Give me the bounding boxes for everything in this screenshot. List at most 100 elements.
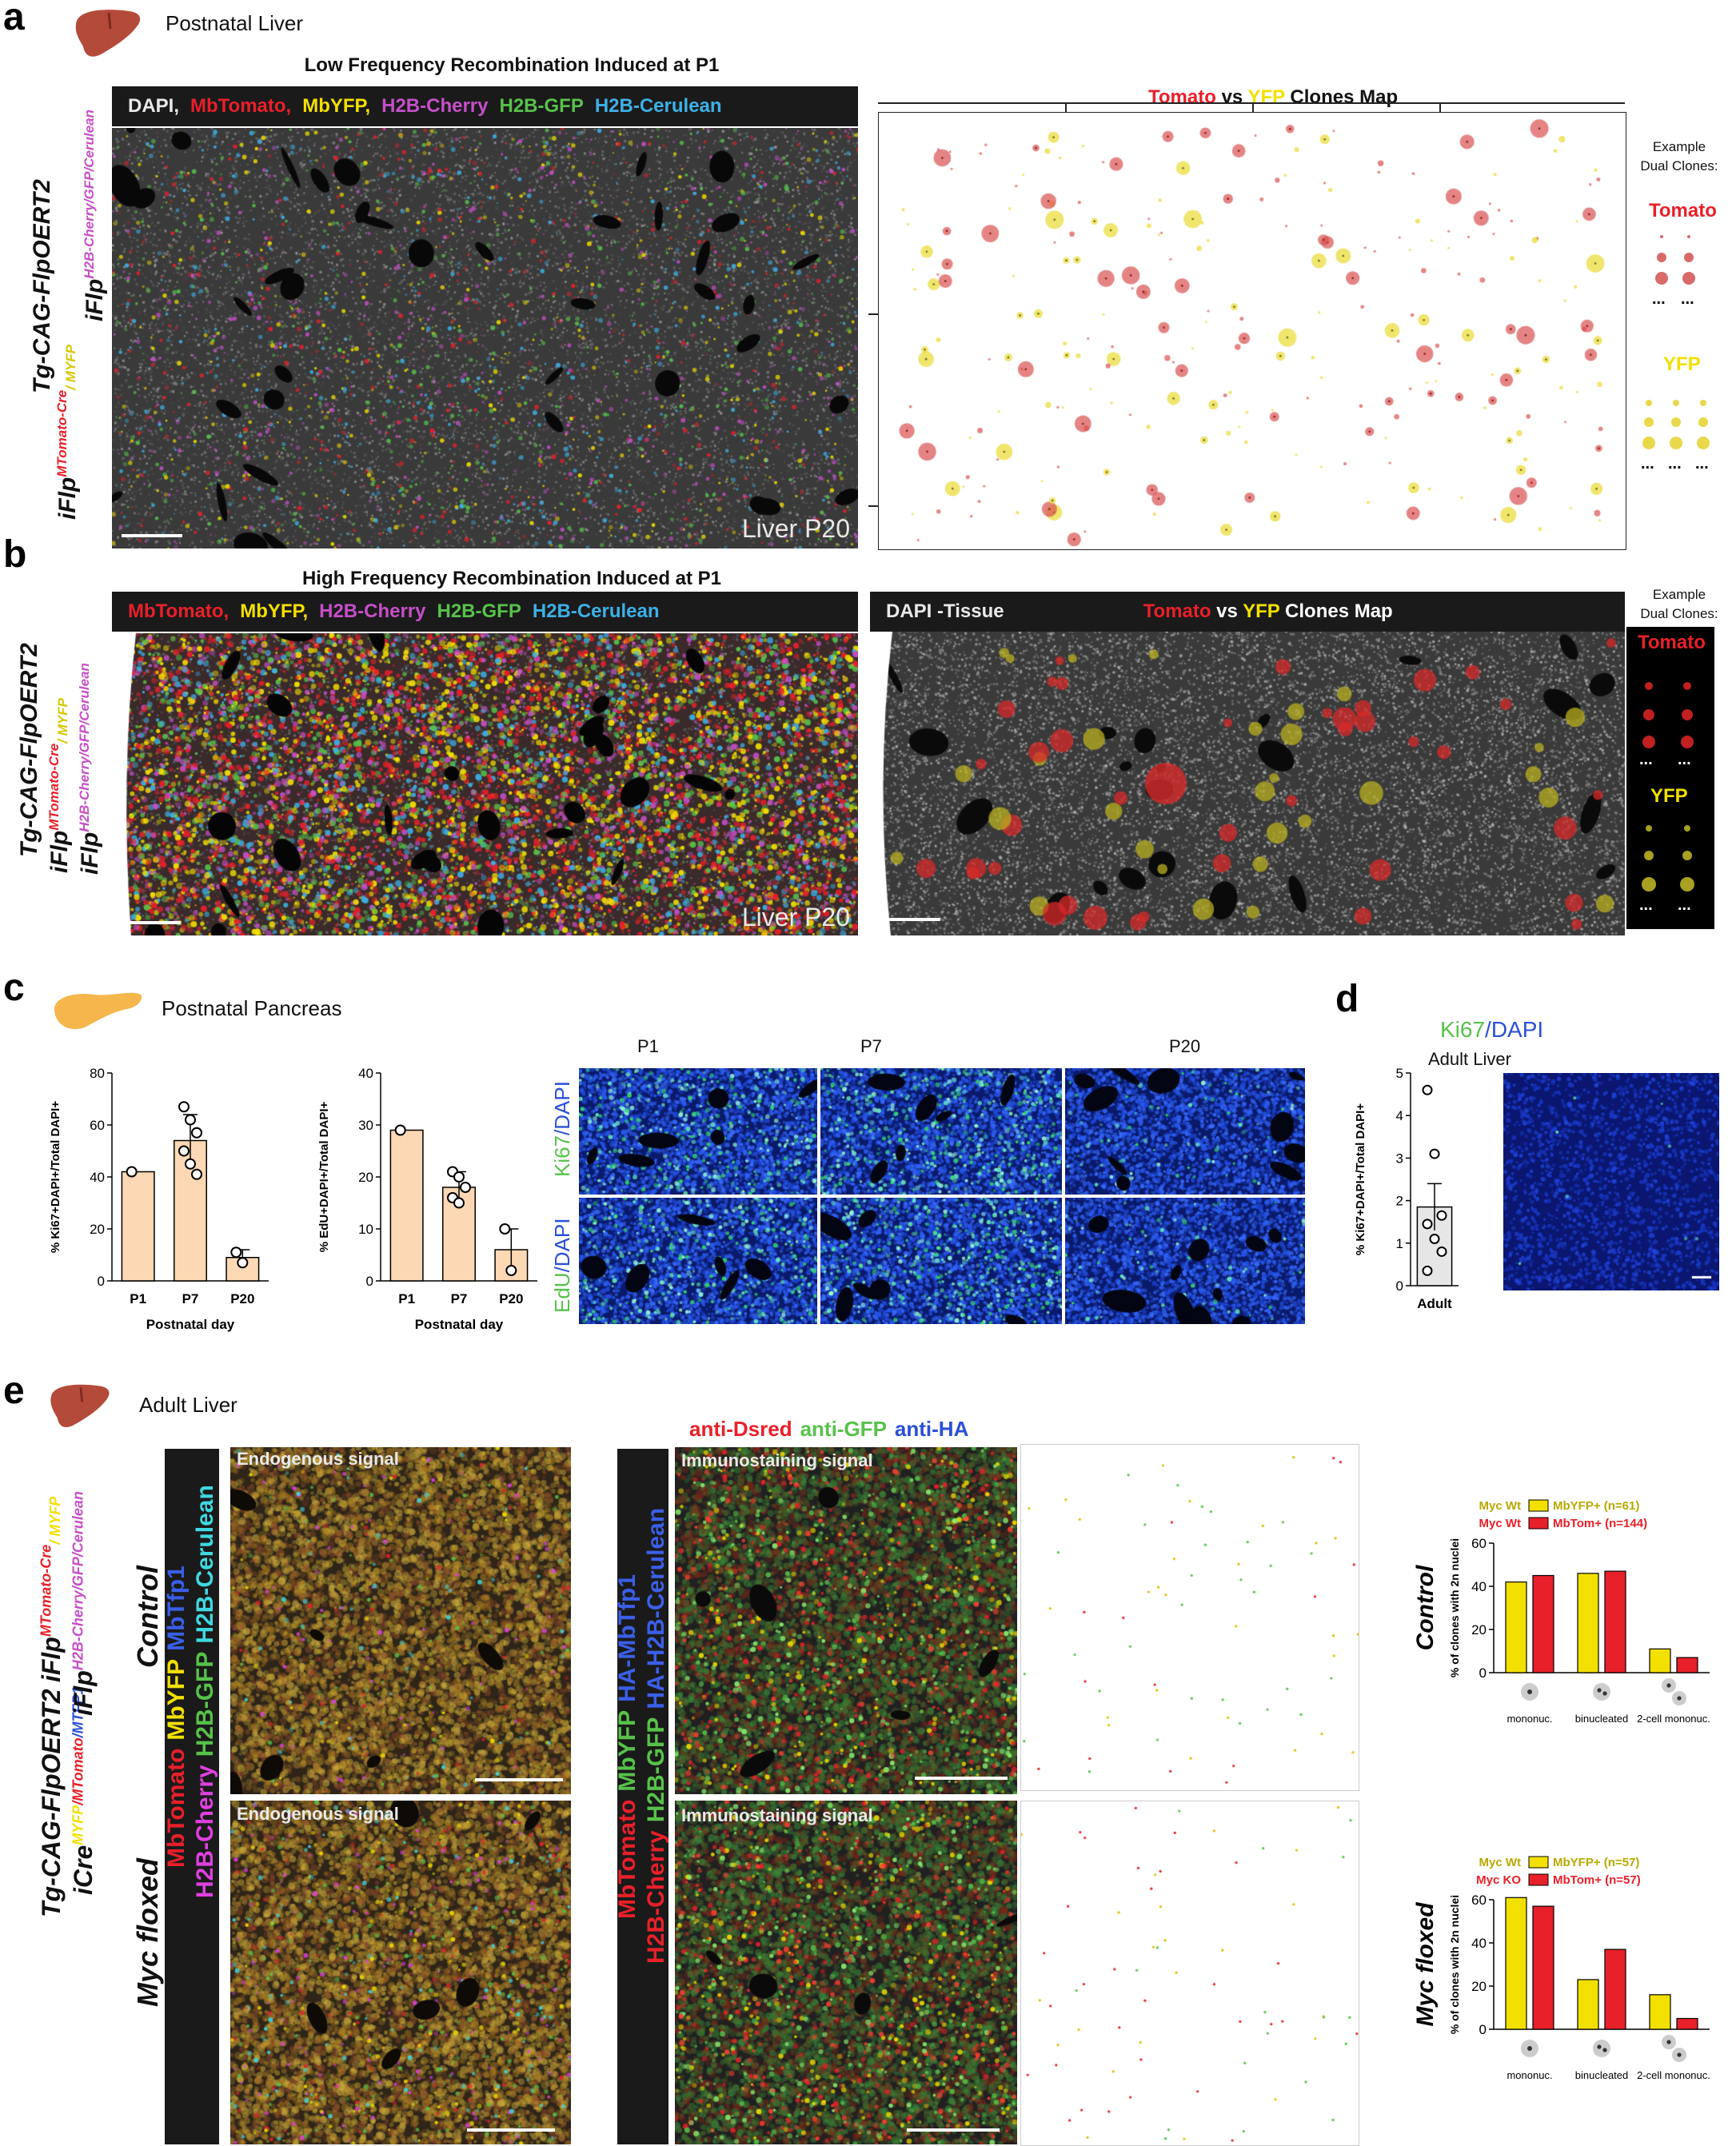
y-tick-label: 0 (1479, 1665, 1487, 1681)
endo-control-image: Endogenous signal (230, 1447, 571, 1794)
yfp-clone (1642, 877, 1656, 892)
y-tick-label: 4 (1396, 1108, 1403, 1123)
channel-label: H2B-Cerulean (192, 1485, 218, 1644)
immuno-myc-image: Immunostaining signal (675, 1801, 1017, 2144)
immuno-label-control: Immunostaining signal (681, 1450, 873, 1470)
nucleus-icon (1527, 1689, 1532, 1694)
tomato-clone (1655, 272, 1668, 285)
channel-label: MbYFP (614, 1709, 641, 1792)
y-axis-title: % Ki67+DAPI+/Total DAPI+ (1354, 1103, 1367, 1255)
channel-label: H2B-Cerulean (594, 95, 722, 117)
endo-label-myc: Endogenous signal (237, 1804, 399, 1824)
genotype-e-line1: Tg-CAG-FlpOERT2 (37, 1689, 66, 1917)
nucleus-icon (1602, 2048, 1607, 2052)
x-axis-title: Postnatal day (146, 1317, 235, 1332)
bar (1577, 1573, 1599, 1673)
panel-a-map-ticks (878, 102, 1625, 114)
micro-p7-edu (820, 1198, 1062, 1324)
legend-swatch (1528, 1517, 1549, 1530)
micro-p7-ki67 (820, 1068, 1062, 1195)
channel-label: MbYFP (163, 1658, 190, 1741)
chart-myc-binucleation: 0 20 40 60 % of clones with 2n nuclei Myc flo… (1412, 1856, 1710, 2081)
y-tick-label: 20 (1471, 1979, 1487, 1994)
y-tick-label: 10 (358, 1222, 373, 1237)
panel-d-letter: d (1335, 978, 1359, 1020)
nucleus-icon (1677, 1696, 1682, 1701)
tomato-clone (1643, 709, 1654, 720)
micro-row-edu: EdU/DAPI (550, 1218, 574, 1314)
panel-b-example-clones: ............ (1639, 682, 1694, 914)
data-point (178, 1101, 190, 1113)
channel-label: MbTomato, (128, 600, 229, 622)
row-label-myc-floxed: Myc floxed (131, 1857, 164, 2007)
y-tick-label: 60 (1471, 1536, 1487, 1551)
ellipsis: ... (1652, 290, 1666, 308)
yfp-clone (1670, 437, 1682, 449)
channel-label: H2B-Cherry (192, 1765, 218, 1898)
y-tick-label: 20 (90, 1222, 105, 1237)
legend-swatch (1528, 1873, 1549, 1886)
immuno-header: anti-Dsred anti-GFP anti-HA (689, 1417, 976, 1442)
nucleus-icon (1677, 2052, 1682, 2057)
data-point (1436, 1246, 1447, 1257)
x-tick-label: 2-cell mononuc. (1637, 2069, 1710, 2081)
data-point (230, 1247, 242, 1258)
legend-label: MbTom+ (n=57) (1553, 1873, 1641, 1887)
chart-title: Control (1412, 1565, 1439, 1650)
micro-col-p1: P1 (637, 1036, 659, 1056)
data-point (178, 1145, 190, 1157)
ellipsis: ... (1668, 455, 1682, 473)
bar (1604, 1570, 1626, 1673)
y-tick-label: 1 (1396, 1236, 1403, 1251)
bar (1649, 1994, 1671, 2030)
organ-title-e: Adult Liver (139, 1393, 237, 1417)
y-tick-label: 40 (1471, 1936, 1487, 1951)
y-tick-label: 2 (1396, 1194, 1403, 1209)
channel-label: MbTfp1 (163, 1566, 190, 1651)
cell-icon (1593, 1683, 1610, 1701)
legend-label: MbYFP+ (n=61) (1553, 1499, 1639, 1513)
bar (1649, 1648, 1671, 1673)
channel-label: MbTomato (163, 1748, 190, 1868)
x-tick-label: P7 (451, 1291, 468, 1306)
nucleus-icon (1666, 2040, 1671, 2044)
endo-myc-image: Endogenous signal (230, 1801, 571, 2144)
chart-title: Myc floxed (1412, 1902, 1439, 2027)
data-point (126, 1166, 138, 1178)
map-tick (868, 505, 878, 507)
tomato-clone (1682, 709, 1693, 720)
legend-genotype: Myc Wt (1479, 1499, 1522, 1513)
x-tick-label: Adult (1417, 1296, 1452, 1311)
immuno-channels-top: MbTomato MbYFP HA-MbTfp1 (614, 1566, 641, 1919)
yfp-clone (1698, 417, 1708, 427)
channel-label: HA-MbTfp1 (614, 1574, 641, 1702)
channel-label: H2B-GFP (643, 1717, 669, 1823)
micro-p20-edu (1065, 1198, 1305, 1324)
tomato-clone (1681, 736, 1694, 748)
channel-label: H2B-GFP (192, 1651, 218, 1757)
y-axis-title: % of clones with 2n nuclei (1448, 1538, 1461, 1677)
y-tick-label: 5 (1396, 1066, 1403, 1081)
micro-col-p20: P20 (1169, 1036, 1201, 1056)
micro-p20-ki67 (1065, 1068, 1305, 1195)
data-point (191, 1168, 202, 1180)
immuno-control-image: Immunostaining signal (675, 1447, 1017, 1794)
liver-icon (75, 10, 141, 57)
yfp-clone (1671, 417, 1681, 427)
panel-d-stain: Ki67/DAPI (1440, 1017, 1544, 1042)
data-point (237, 1257, 249, 1269)
endo-channels-bottom: H2B-Cherry H2B-GFP H2B-Cerulean (192, 1477, 219, 1898)
y-axis-title: % Ki67+DAPI+/Total DAPI+ (49, 1101, 62, 1253)
panel-b-liver-image: Liver P20 (112, 633, 858, 935)
x-tick-label: binucleated (1575, 1713, 1629, 1725)
panel-a-image-label: Liver P20 (741, 514, 850, 543)
genotype-e-line2: iCreMYFP/MTomato/MTFP1 (69, 1686, 98, 1895)
scale-bar (122, 534, 182, 537)
panel-b-channel-bar: MbTomato, MbYFP, H2B-Cherry H2B-GFP H2B-Ceru… (112, 592, 858, 632)
nucleus-icon (1597, 1688, 1602, 1693)
bar (1532, 1574, 1554, 1673)
channel-label: H2B-Cerulean (532, 600, 660, 622)
data-point (499, 1223, 511, 1235)
ellipsis: ... (1695, 455, 1709, 473)
map-myc (1020, 1801, 1359, 2146)
